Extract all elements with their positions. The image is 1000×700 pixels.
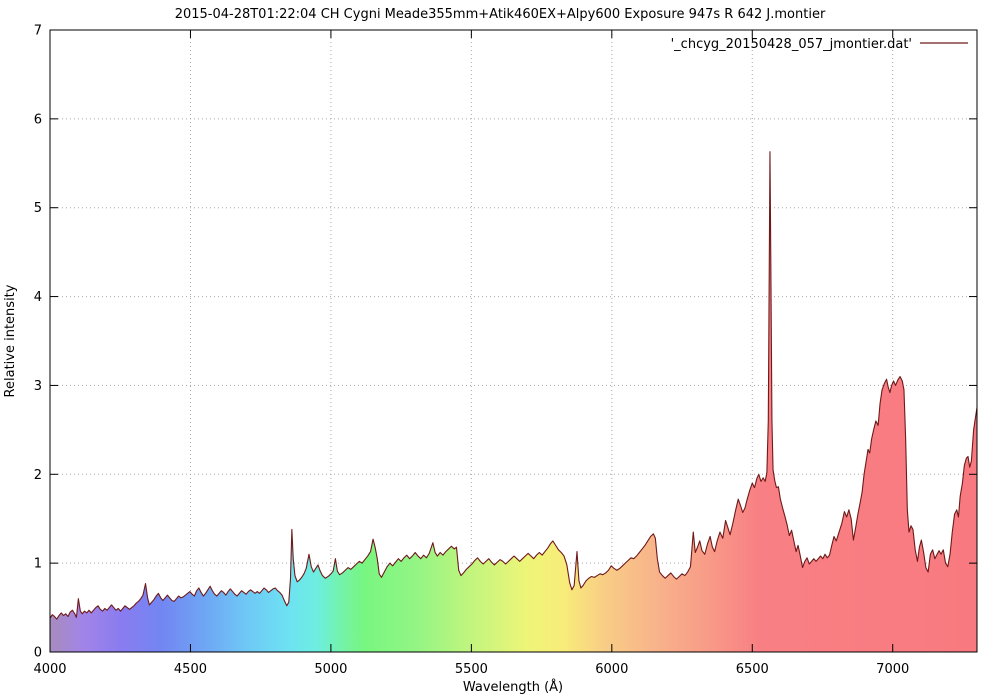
x-tick-label: 4000 bbox=[33, 662, 66, 677]
series-layer bbox=[49, 151, 978, 653]
y-tick-label: 3 bbox=[34, 379, 42, 394]
y-tick-label: 4 bbox=[34, 290, 42, 305]
x-tick-label: 7000 bbox=[876, 662, 909, 677]
chart-title: 2015-04-28T01:22:04 CH Cygni Meade355mm+… bbox=[175, 7, 826, 22]
tick-layer: 4000 4500 5000 5500 6000 6500 7000 0 1 2 3 4 5 6 7 bbox=[33, 24, 977, 677]
y-tick-label: 7 bbox=[34, 24, 42, 39]
y-tick-label: 2 bbox=[34, 468, 42, 483]
plot-frame bbox=[49, 29, 978, 653]
y-tick-label: 0 bbox=[34, 646, 42, 661]
y-axis-title: Relative intensity bbox=[3, 284, 18, 397]
x-axis-title: Wavelength (Å) bbox=[463, 679, 563, 695]
y-tick-label: 1 bbox=[34, 557, 42, 572]
x-tick-label: 5500 bbox=[455, 662, 488, 677]
x-tick-label: 6000 bbox=[595, 662, 628, 677]
x-tick-label: 6500 bbox=[736, 662, 769, 677]
y-tick-label: 6 bbox=[34, 112, 42, 127]
x-tick-label: 5000 bbox=[314, 662, 347, 677]
legend: '_chcyg_20150428_057_jmontier.dat' bbox=[671, 37, 968, 52]
x-tick-label: 4500 bbox=[174, 662, 207, 677]
y-tick-label: 5 bbox=[34, 201, 42, 216]
spectrum-area bbox=[50, 151, 977, 653]
legend-label: '_chcyg_20150428_057_jmontier.dat' bbox=[671, 37, 912, 52]
spectrum-line bbox=[49, 151, 978, 620]
